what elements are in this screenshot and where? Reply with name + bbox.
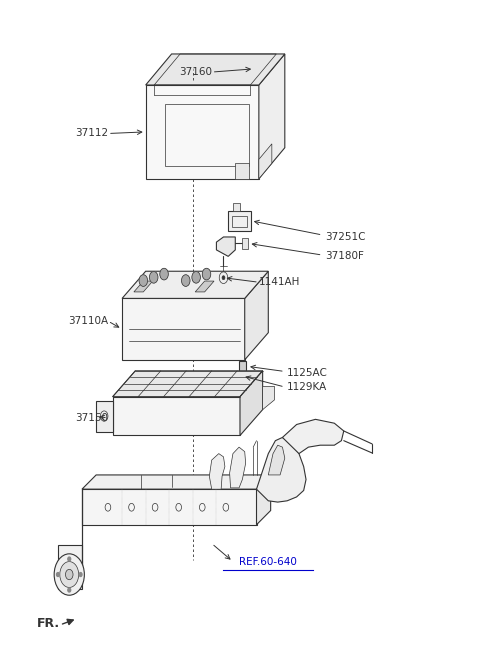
Text: 1125AC: 1125AC: [287, 367, 328, 378]
Text: 1129KA: 1129KA: [287, 382, 327, 392]
Text: 37112: 37112: [75, 128, 108, 138]
Text: REF.60-640: REF.60-640: [240, 557, 297, 567]
Polygon shape: [216, 237, 235, 256]
Circle shape: [57, 572, 60, 576]
Polygon shape: [228, 211, 251, 231]
Circle shape: [149, 272, 158, 283]
Polygon shape: [145, 54, 285, 85]
Text: 37110A: 37110A: [68, 316, 108, 326]
Circle shape: [68, 588, 71, 592]
Polygon shape: [122, 271, 268, 299]
Circle shape: [68, 557, 71, 561]
Polygon shape: [239, 361, 246, 373]
Circle shape: [181, 274, 190, 286]
Polygon shape: [256, 475, 271, 525]
Text: 37251C: 37251C: [325, 232, 365, 242]
Polygon shape: [59, 546, 82, 590]
Polygon shape: [195, 281, 214, 292]
Polygon shape: [82, 475, 271, 489]
Circle shape: [139, 274, 147, 286]
Polygon shape: [259, 144, 272, 179]
Polygon shape: [122, 299, 245, 360]
Polygon shape: [259, 54, 285, 179]
Circle shape: [160, 269, 168, 280]
Polygon shape: [256, 438, 306, 502]
Circle shape: [192, 272, 200, 283]
Circle shape: [219, 272, 228, 284]
Polygon shape: [235, 162, 250, 179]
Polygon shape: [229, 447, 246, 488]
Polygon shape: [242, 238, 249, 249]
Circle shape: [65, 569, 73, 580]
Polygon shape: [113, 397, 240, 436]
Polygon shape: [134, 281, 153, 292]
Polygon shape: [245, 271, 268, 360]
Circle shape: [222, 276, 225, 280]
Polygon shape: [268, 445, 285, 475]
Text: 37180F: 37180F: [325, 252, 364, 261]
Circle shape: [54, 554, 84, 595]
Text: FR.: FR.: [37, 617, 60, 630]
Polygon shape: [96, 401, 113, 432]
Polygon shape: [233, 203, 240, 211]
Text: 37160: 37160: [179, 67, 212, 77]
Polygon shape: [251, 68, 254, 76]
Polygon shape: [113, 371, 263, 397]
Polygon shape: [145, 85, 259, 179]
Polygon shape: [240, 371, 263, 436]
Circle shape: [60, 561, 79, 588]
Polygon shape: [229, 64, 251, 80]
Polygon shape: [226, 68, 229, 76]
Circle shape: [79, 572, 82, 576]
Text: 1141AH: 1141AH: [259, 277, 300, 288]
Circle shape: [202, 269, 211, 280]
Polygon shape: [82, 489, 256, 525]
Polygon shape: [263, 386, 275, 409]
Polygon shape: [282, 419, 344, 454]
Polygon shape: [209, 454, 225, 489]
Text: 37150: 37150: [75, 413, 108, 423]
